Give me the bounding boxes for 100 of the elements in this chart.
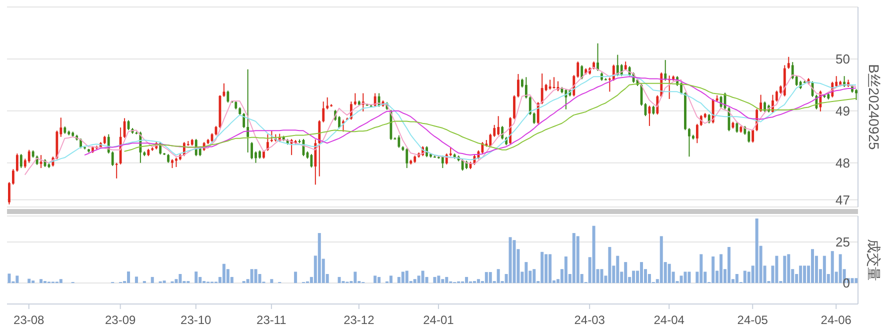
bar <box>254 269 258 284</box>
candlestick <box>481 142 484 154</box>
bar <box>600 269 604 284</box>
bar <box>743 270 746 284</box>
bar <box>532 269 536 284</box>
bar <box>508 237 512 284</box>
bar <box>572 233 576 284</box>
y-axis-title: 成交量 <box>865 239 882 281</box>
bar <box>576 236 580 284</box>
candlestick <box>787 56 790 70</box>
bar <box>727 246 730 284</box>
bar <box>830 251 834 284</box>
candlestick <box>497 116 500 136</box>
line-series <box>124 82 857 152</box>
candlestick <box>776 90 778 102</box>
x-tick-label: 24-04 <box>654 313 685 327</box>
bar <box>270 279 274 284</box>
bar <box>640 262 643 284</box>
bar <box>127 272 130 284</box>
x-tick-label: 24-06 <box>820 313 852 327</box>
candlestick <box>266 134 269 152</box>
bar <box>421 270 424 284</box>
y-tick-label: 48 <box>836 155 850 170</box>
bar <box>496 269 500 284</box>
bar <box>32 280 35 284</box>
bar <box>668 264 671 284</box>
bar <box>250 269 254 284</box>
candlestick <box>461 158 464 172</box>
candlestick <box>764 101 766 112</box>
candlestick <box>398 134 400 148</box>
bar <box>608 246 612 284</box>
candlestick <box>28 149 30 164</box>
candlestick <box>513 94 516 120</box>
x-tick-label: 24-01 <box>423 313 454 327</box>
bar <box>433 276 436 284</box>
candlestick <box>111 150 114 166</box>
bar <box>720 254 723 284</box>
bar <box>389 276 392 284</box>
bar <box>465 276 468 284</box>
bar <box>810 249 814 284</box>
bar <box>787 254 790 284</box>
candlestick <box>322 101 325 123</box>
candlestick <box>688 128 690 158</box>
bar <box>524 262 528 284</box>
bar <box>688 272 691 284</box>
candlestick <box>314 138 317 186</box>
bar <box>540 252 544 284</box>
bar <box>294 272 298 284</box>
x-tick-label: 24-05 <box>737 313 768 327</box>
bar <box>441 279 444 284</box>
y-axis-title: B丝20240925 <box>865 64 882 150</box>
bar <box>755 218 758 284</box>
x-tick-label: 23-10 <box>180 313 212 327</box>
bar <box>775 256 778 284</box>
bar <box>222 264 226 284</box>
bar <box>783 256 786 284</box>
candlestick <box>16 152 18 172</box>
candlestick <box>222 82 226 98</box>
y-tick-label: 25 <box>836 234 850 250</box>
bar <box>592 226 596 284</box>
y-tick-label: 50 <box>836 52 850 67</box>
candlestick <box>501 125 504 140</box>
candlestick <box>326 96 329 110</box>
bar <box>401 272 404 284</box>
candlestick <box>580 64 584 80</box>
candlestick <box>270 130 273 143</box>
candlestick <box>517 74 520 98</box>
candlestick <box>250 142 253 160</box>
bar <box>684 272 687 284</box>
candlestick <box>226 90 230 104</box>
bar <box>16 276 19 284</box>
candlestick <box>736 122 738 134</box>
bar <box>660 236 663 284</box>
bar <box>354 272 357 284</box>
bar <box>194 272 198 284</box>
bar <box>134 276 138 284</box>
bar <box>59 279 62 284</box>
bar <box>822 256 826 284</box>
bar <box>850 278 854 284</box>
bar <box>162 280 166 284</box>
bar <box>854 278 858 284</box>
bar <box>564 256 568 284</box>
bar <box>28 278 31 284</box>
bar <box>735 274 738 284</box>
bar <box>616 256 620 284</box>
x-tick-label: 24-03 <box>574 313 606 327</box>
bar <box>624 262 628 284</box>
bar <box>544 254 548 284</box>
candlestick <box>540 72 544 105</box>
candlestick <box>596 42 599 72</box>
bar <box>488 272 492 284</box>
bar <box>799 266 802 284</box>
bar <box>378 276 381 284</box>
candlestick <box>318 120 321 177</box>
bar <box>40 279 43 284</box>
candlestick <box>524 76 528 99</box>
bar <box>338 276 341 284</box>
candlestick <box>564 88 568 110</box>
y-tick-label: 49 <box>836 104 850 119</box>
candlestick <box>406 148 408 169</box>
